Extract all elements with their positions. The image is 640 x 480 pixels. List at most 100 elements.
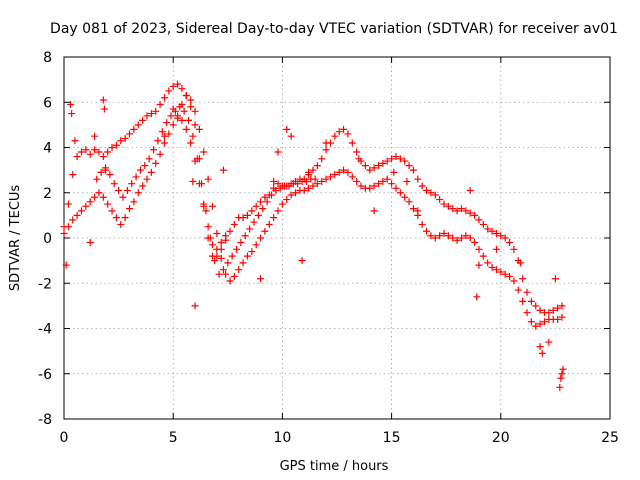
data-point-track-c [241,232,249,240]
data-point-outliers [536,343,544,351]
data-point-track-b [213,229,221,237]
data-point-track-a [243,211,251,219]
data-point-track-c [237,239,245,247]
x-tick-label: 20 [492,430,510,446]
data-point-track-a [77,148,85,156]
data-point-track-d [217,245,225,253]
data-point-track-a [431,191,439,199]
data-point-track-b [169,121,177,129]
data-point-track-b [257,234,265,242]
data-point-track-a [462,207,470,215]
data-point-track-a [396,155,404,163]
data-point-track-d [209,241,217,249]
data-point-track-b [300,186,308,194]
data-point-track-c [202,207,210,215]
data-point-track-a [147,110,155,118]
data-point-track-a [309,166,317,174]
data-point-track-b [527,318,535,326]
data-point-track-b [121,214,129,222]
data-point-track-a [401,157,409,165]
data-point-outliers [86,239,94,247]
data-point-outliers [189,177,197,185]
data-point-track-a [178,85,186,93]
data-point-track-b [239,259,247,267]
data-point-track-b [554,315,562,323]
data-point-track-b [292,189,300,197]
data-point-outliers [466,186,474,194]
data-point-track-b [466,234,474,242]
data-point-outliers [403,177,411,185]
data-point-track-a [174,80,182,88]
data-point-track-b [532,322,540,330]
data-point-track-a [510,245,518,253]
data-point-track-b [226,277,234,285]
data-point-track-a [353,148,361,156]
data-point-track-a [139,116,147,124]
data-point-track-b [261,227,269,235]
data-point-track-b [313,180,321,188]
data-point-outliers [305,168,313,176]
data-point-track-c [180,107,188,115]
data-point-track-b [540,318,548,326]
data-point-track-a [545,309,553,317]
data-point-outliers [283,125,291,133]
data-point-track-b [160,139,168,147]
data-point-track-a [549,306,557,314]
data-point-track-b [248,248,256,256]
data-point-track-a [506,239,514,247]
data-points [60,80,567,391]
data-point-track-b [409,205,417,213]
data-point-outliers [559,365,567,373]
data-point-track-a [418,182,426,190]
data-point-track-d [204,223,212,231]
data-point-outliers [551,275,559,283]
data-point-track-b [396,189,404,197]
data-point-track-b [444,232,452,240]
data-point-track-a [91,146,99,154]
data-point-outliers [557,374,565,382]
data-point-track-b [405,198,413,206]
data-point-track-a [457,205,465,213]
data-point-outliers [191,302,199,310]
data-point-track-b [182,91,190,99]
data-point-track-c [228,252,236,260]
y-tick-label: 0 [43,231,52,247]
y-tick-label: 4 [43,141,52,157]
data-point-track-c [272,186,280,194]
data-point-track-a [130,125,138,133]
data-point-track-d [191,157,199,165]
data-point-track-b [274,207,282,215]
data-point-track-b [91,193,99,201]
data-point-track-b [139,182,147,190]
data-point-outliers [287,132,295,140]
data-point-track-b [370,182,378,190]
data-point-track-d [195,180,203,188]
data-point-track-b [217,254,225,262]
data-point-track-c [141,162,149,170]
data-point-track-a [449,205,457,213]
data-point-track-d [213,252,221,260]
data-point-outliers [91,132,99,140]
data-point-track-b [235,266,243,274]
data-point-outliers [71,137,79,145]
data-point-track-a [366,166,374,174]
grid-lines [64,57,610,419]
data-point-track-b [82,202,90,210]
data-point-outliers [492,245,500,253]
data-point-track-a [488,227,496,235]
data-point-track-c [211,257,219,265]
x-tick-label: 15 [383,430,401,446]
data-point-track-a [519,275,527,283]
data-point-track-c [97,168,105,176]
data-point-track-c [224,259,232,267]
data-point-track-a [409,166,417,174]
data-point-track-c [311,175,319,183]
data-point-outliers [67,101,75,109]
data-point-track-b [230,272,238,280]
data-point-track-a [64,200,72,208]
data-point-track-b [265,220,273,228]
data-point-track-b [152,159,160,167]
data-point-track-c [184,116,192,124]
y-tick-label: -6 [38,367,52,383]
data-point-track-b [510,277,518,285]
